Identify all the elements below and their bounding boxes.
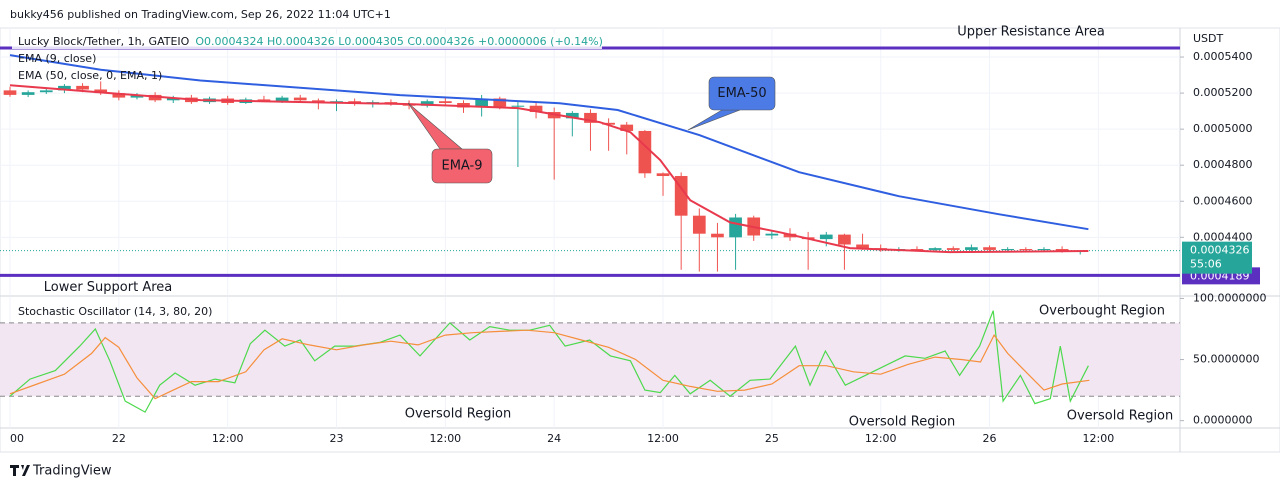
x-tick-label: 24	[547, 432, 561, 445]
candle-body	[1001, 249, 1015, 251]
publisher: bukky456 published on TradingView.com, S…	[10, 8, 391, 21]
x-tick-label: 26	[983, 432, 997, 445]
logo	[10, 465, 30, 476]
y-tick-label: 0.0000000	[1193, 414, 1253, 427]
candle-body	[76, 85, 89, 90]
region-label: Overbought Region	[1039, 304, 1165, 319]
legend-ohlc: O0.0004324 H0.0004326 L0.0004305 C0.0004…	[195, 35, 603, 48]
level-label: Upper Resistance Area	[957, 25, 1105, 40]
candle-body	[928, 248, 942, 250]
x-tick-label: 12:00	[1083, 432, 1115, 445]
candle-body	[602, 122, 615, 125]
candle-body	[420, 101, 434, 106]
x-tick-label: 12:00	[429, 432, 461, 445]
x-tick-label: 12:00	[865, 432, 897, 445]
y-tick-label: 0.0004400	[1193, 230, 1253, 243]
candle-body	[257, 99, 271, 102]
legend-entry: EMA (9, close)	[18, 52, 96, 65]
legend-title: Stochastic Oscillator (14, 3, 80, 20)	[18, 305, 212, 318]
frame	[0, 27, 1280, 453]
candle-body	[1055, 249, 1069, 252]
candle-body	[3, 90, 17, 95]
y-tick-label: 0.0005200	[1193, 86, 1253, 99]
candle-body	[1019, 249, 1033, 251]
y-tick-label: 50.0000000	[1193, 353, 1259, 366]
candle-body	[493, 98, 507, 107]
callout-pointer	[687, 109, 741, 131]
candle-body	[475, 98, 488, 108]
countdown: 55:06	[1190, 258, 1222, 271]
candle-body	[965, 247, 978, 250]
candle-body	[565, 112, 579, 119]
candle-body	[529, 105, 543, 113]
candle-body	[94, 89, 108, 94]
legend-bg	[12, 34, 602, 49]
callout-box	[431, 148, 493, 184]
candle-body	[910, 249, 924, 251]
candle-body	[638, 130, 652, 174]
level-label: Lower Support Area	[44, 280, 173, 295]
callout-pointer	[407, 102, 463, 150]
candle-body	[39, 90, 53, 93]
candle-body	[819, 234, 833, 240]
candle-body	[620, 124, 634, 131]
legend-entry: EMA (50, close, 0, EMA, 1)	[18, 69, 162, 82]
brand: TradingView	[32, 464, 112, 479]
candle-body	[439, 101, 452, 104]
candle-body	[692, 215, 706, 234]
candle-body	[674, 176, 688, 216]
candle-body	[765, 233, 779, 236]
y-tick-label: 0.0005400	[1193, 50, 1253, 63]
region-label: Oversold Region	[1067, 409, 1174, 424]
y-tick-label: 0.0004600	[1193, 194, 1253, 207]
candle-body	[293, 97, 307, 101]
candle-body	[112, 93, 126, 98]
x-tick-label: 12:00	[647, 432, 679, 445]
region-label: Oversold Region	[405, 407, 512, 422]
callout-box	[708, 76, 776, 111]
candle-body	[856, 244, 869, 249]
y-tick-label: 0.0005000	[1193, 122, 1253, 135]
x-tick-label: 12:00	[212, 432, 244, 445]
series-line	[9, 54, 1089, 231]
series-line	[9, 84, 1089, 254]
last-price-label: 0.0004326	[1190, 244, 1250, 257]
callout-label: EMA-50	[717, 86, 766, 101]
candle-body	[1037, 249, 1051, 251]
callout-label: EMA-9	[442, 159, 483, 174]
series-line	[9, 329, 1090, 400]
candle-body	[130, 94, 144, 98]
region-label: Oversold Region	[849, 415, 956, 430]
currency: USDT	[1193, 32, 1224, 45]
candle-body	[946, 248, 960, 250]
candle-body	[511, 105, 525, 107]
candle-body	[584, 112, 597, 123]
candle-body	[275, 97, 289, 102]
candle-body	[983, 247, 996, 250]
candle-body	[838, 234, 851, 245]
x-tick-label: 00	[10, 432, 24, 445]
candle-body	[58, 85, 71, 91]
y-tick-label: 100.0000000	[1193, 291, 1266, 304]
x-tick-label: 25	[765, 432, 779, 445]
last-price-box	[1182, 241, 1252, 274]
y-tick-label: 0.0004800	[1193, 158, 1253, 171]
candle-body	[21, 92, 35, 95]
legend-title: Lucky Block/Tether, 1h, GATEIO	[18, 35, 190, 48]
x-tick-label: 22	[112, 432, 126, 445]
series-line	[9, 310, 1089, 413]
candle-body	[656, 173, 670, 177]
candle-body	[148, 94, 162, 101]
candle-body	[711, 233, 724, 238]
band-fill	[0, 322, 1180, 397]
candle-body	[729, 217, 742, 238]
x-tick-label: 23	[330, 432, 344, 445]
